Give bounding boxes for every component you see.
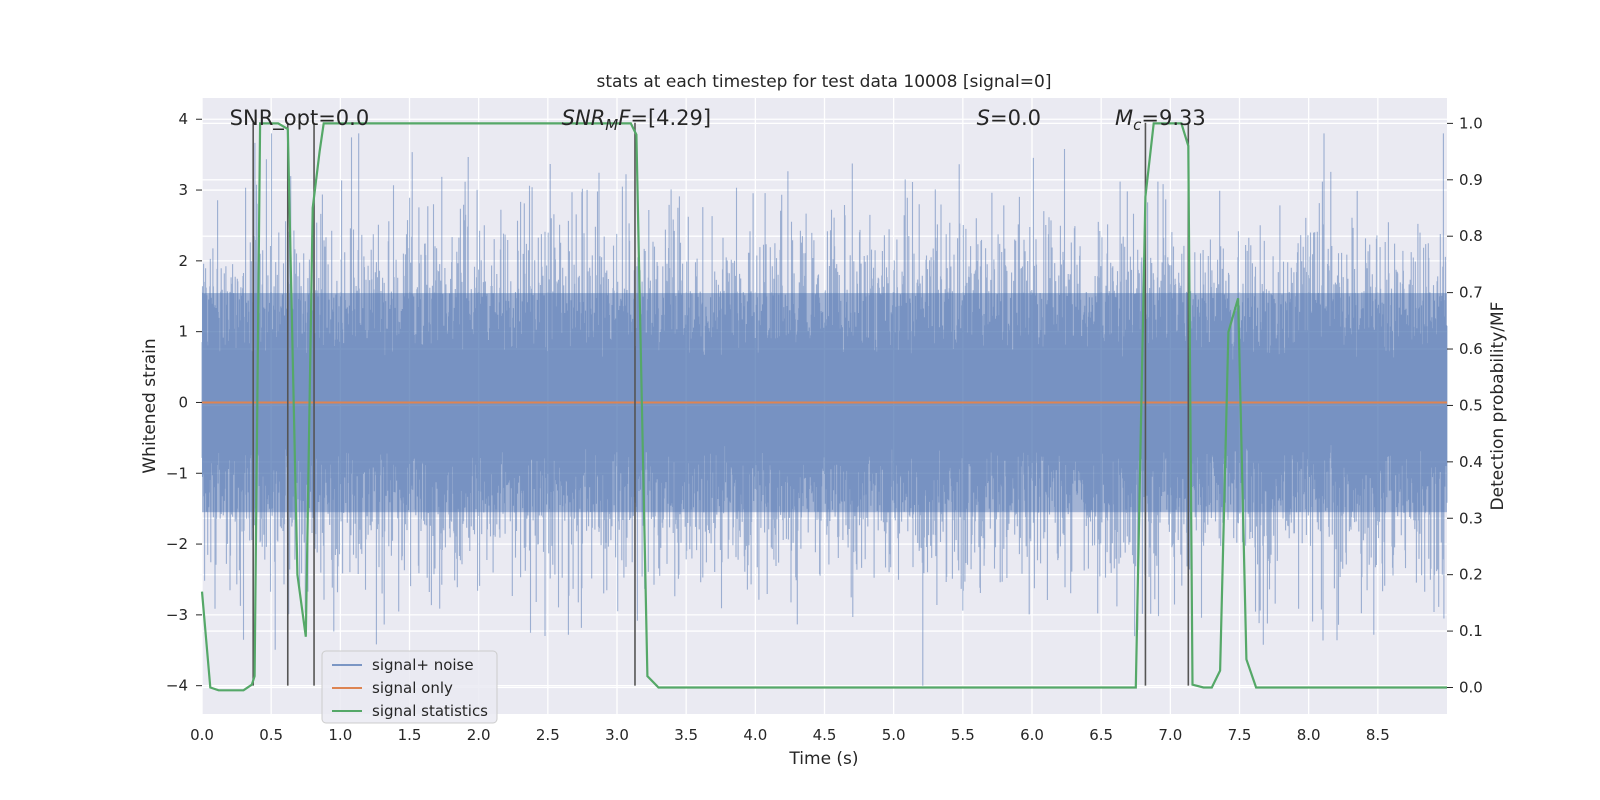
y-tick-label: 4 xyxy=(178,110,188,128)
x-tick-label: 6.0 xyxy=(1020,726,1044,744)
x-tick-label: 6.5 xyxy=(1089,726,1113,744)
annotation: S=0.0 xyxy=(977,106,1041,130)
y2-tick-label: 0.9 xyxy=(1459,171,1483,189)
y2-tick-label: 0.7 xyxy=(1459,284,1483,302)
y2-tick-label: 0.3 xyxy=(1459,509,1483,527)
legend-label: signal+ noise xyxy=(372,656,474,674)
x-tick-label: 0.5 xyxy=(259,726,283,744)
x-axis-label: Time (s) xyxy=(788,749,858,769)
y-tick-label: 2 xyxy=(178,252,188,270)
x-tick-label: 5.5 xyxy=(951,726,975,744)
y-tick-label: 1 xyxy=(178,323,188,341)
y-tick-label: −2 xyxy=(166,535,188,553)
x-tick-label: 8.5 xyxy=(1366,726,1390,744)
y2-tick-label: 1.0 xyxy=(1459,114,1483,132)
x-tick-label: 3.0 xyxy=(605,726,629,744)
y-tick-label: 0 xyxy=(178,393,188,411)
y2-axis-label: Detection probability/MF xyxy=(1488,302,1508,511)
y2-tick-label: 0.2 xyxy=(1459,566,1483,584)
y2-tick-label: 0.0 xyxy=(1459,678,1483,696)
annotation: Mc=9.33 xyxy=(1115,106,1206,134)
y-tick-label: −4 xyxy=(166,677,188,695)
y2-tick-label: 0.4 xyxy=(1459,453,1483,471)
x-tick-label: 1.0 xyxy=(328,726,352,744)
x-tick-label: 1.5 xyxy=(398,726,422,744)
x-tick-label: 7.5 xyxy=(1228,726,1252,744)
y2-tick-label: 0.5 xyxy=(1459,396,1483,414)
legend-label: signal statistics xyxy=(372,702,488,720)
x-tick-labels: 0.0 0.5 1.0 1.5 2.0 2.5 3.0 3.5 4.0 4.5 5.0 5.5 6.0 6… xyxy=(190,726,1390,744)
annotations: SNR_opt=0.0 SNRMF=[4.29] S=0.0 Mc=9.33 xyxy=(230,106,1206,134)
x-tick-label: 4.0 xyxy=(743,726,767,744)
legend-box xyxy=(321,650,498,724)
x-tick-label: 8.0 xyxy=(1297,726,1321,744)
y-tick-label: −1 xyxy=(166,464,188,482)
x-tick-label: 5.0 xyxy=(882,726,906,744)
x-tick-label: 0.0 xyxy=(190,726,214,744)
noise-trace xyxy=(201,133,1448,686)
x-tick-label: 7.0 xyxy=(1158,726,1182,744)
y2-tick-labels: 1.0 0.9 0.8 0.7 0.6 0.5 0.4 0.3 0.2 0.1 0.0 xyxy=(1447,114,1483,696)
annotation: SNRMF=[4.29] xyxy=(562,106,711,134)
x-tick-label: 2.0 xyxy=(467,726,491,744)
chart-title: stats at each timestep for test data 100… xyxy=(597,72,1052,92)
y-tick-labels: 4 3 2 1 0 −1 −2 −3 −4 xyxy=(166,110,202,695)
annotation: SNR_opt=0.0 xyxy=(230,106,370,131)
y-axis-label: Whitened strain xyxy=(140,338,160,473)
legend-label: signal only xyxy=(372,679,453,697)
signal-statistics-series xyxy=(200,122,1447,692)
y2-tick-label: 0.1 xyxy=(1459,622,1483,640)
x-tick-label: 3.5 xyxy=(674,726,698,744)
x-tick-label: 4.5 xyxy=(813,726,837,744)
y2-tick-label: 0.8 xyxy=(1459,227,1483,245)
y2-tick-label: 0.6 xyxy=(1459,340,1483,358)
y-tick-label: 3 xyxy=(178,181,188,199)
legend: signal+ noise signal only signal statistic… xyxy=(321,650,498,724)
x-tick-label: 2.5 xyxy=(536,726,560,744)
y-tick-label: −3 xyxy=(166,606,188,624)
